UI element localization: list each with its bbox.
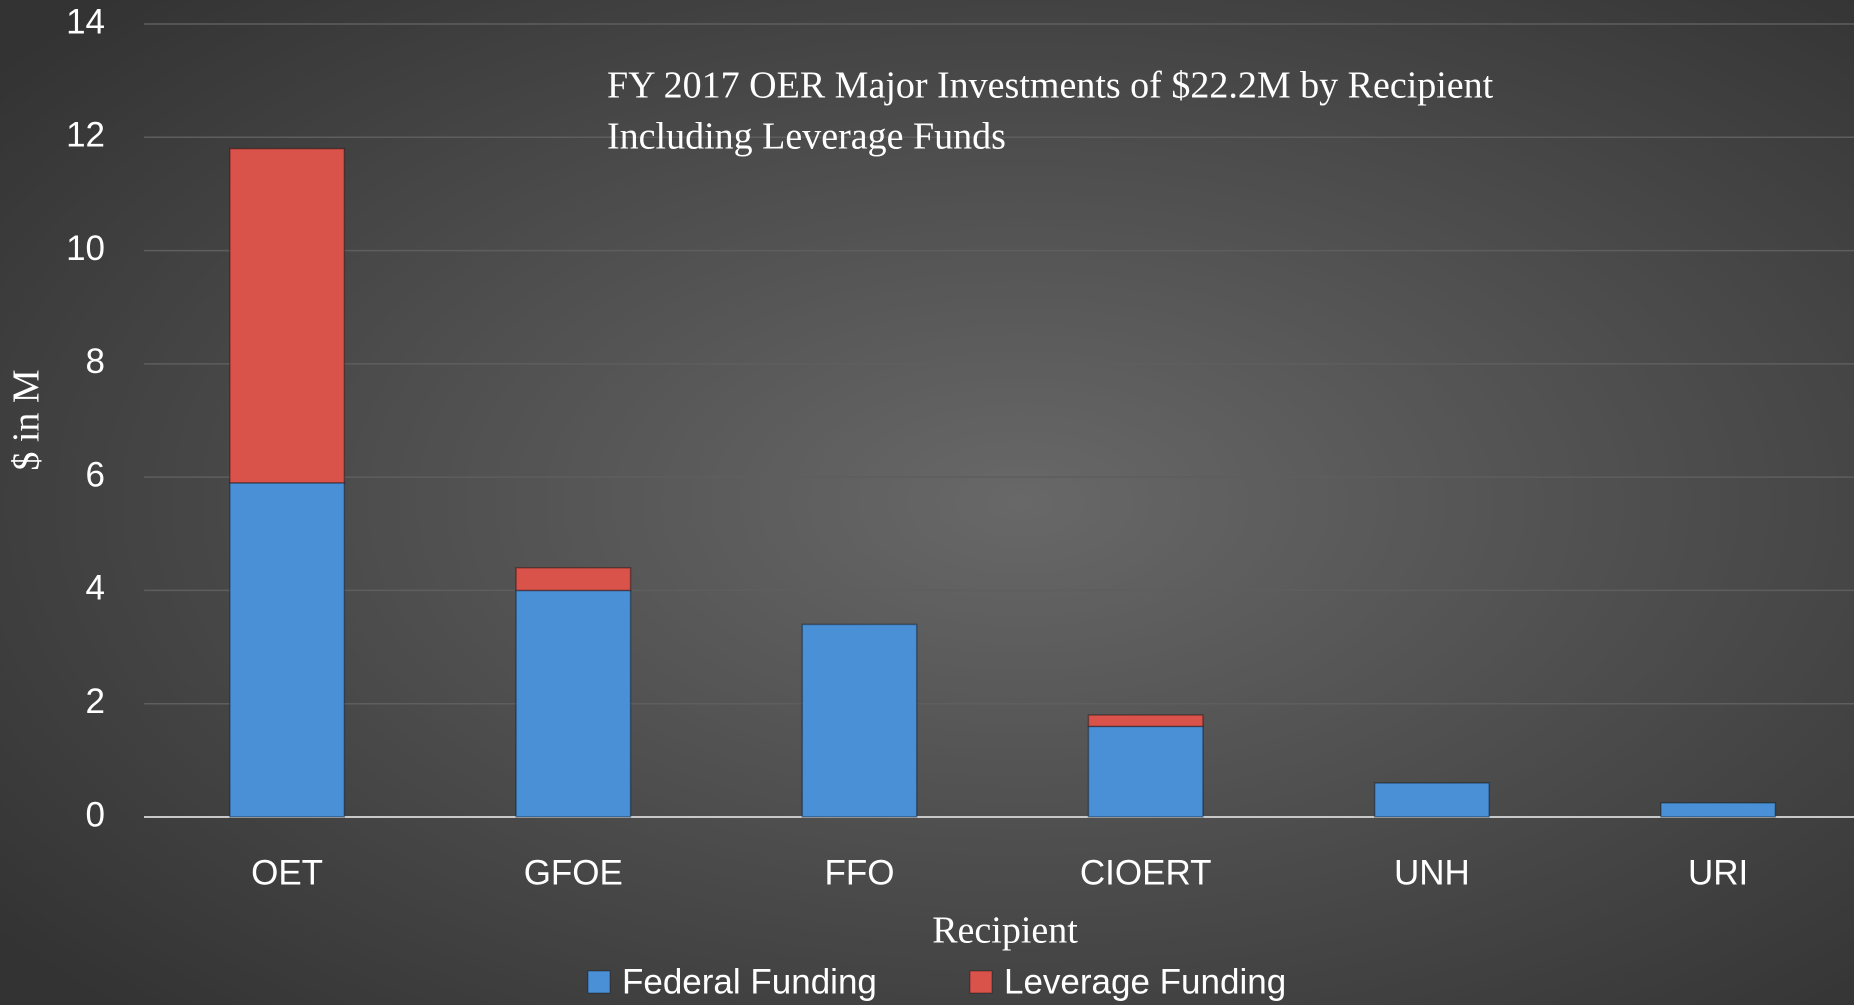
grid (144, 23, 1854, 818)
x-tick-label: OET (251, 853, 323, 892)
y-tick-label: 4 (86, 569, 105, 608)
bars (229, 147, 1777, 818)
x-tick-label: CIOERT (1080, 853, 1212, 892)
bar-segment (1087, 725, 1204, 818)
y-tick-label: 0 (86, 795, 105, 834)
bar-segment (515, 589, 632, 818)
y-tick-label: 8 (86, 342, 105, 381)
x-tick-label: FFO (825, 853, 895, 892)
x-axis-title: Recipient (932, 910, 1078, 952)
bar-segment (229, 147, 346, 484)
y-tick-label: 2 (86, 682, 105, 721)
x-tick-label: UNH (1394, 853, 1470, 892)
x-tick-label: URI (1688, 853, 1748, 892)
y-tick-label: 14 (66, 2, 105, 41)
y-tick-label: 12 (66, 116, 105, 155)
bar-segment (1087, 714, 1204, 728)
chart-title: Including Leverage Funds (607, 116, 1006, 158)
bar-segment (1373, 782, 1490, 818)
legend-swatch (969, 970, 993, 994)
bar-segment (229, 482, 346, 818)
bar-segment (515, 567, 632, 592)
legend-swatch (587, 970, 611, 994)
y-tick-label: 6 (86, 455, 105, 494)
bar-segment (801, 623, 918, 818)
legend-label: Leverage Funding (1004, 962, 1286, 1001)
x-tick-label: GFOE (524, 853, 623, 892)
y-axis-title: $ in M (6, 369, 48, 470)
chart-title: FY 2017 OER Major Investments of $22.2M … (607, 65, 1494, 107)
legend: Federal Funding Leverage Funding (587, 962, 1286, 1001)
y-tick-label: 10 (66, 229, 105, 268)
bar-segment (1660, 802, 1777, 818)
legend-label: Federal Funding (622, 962, 877, 1001)
